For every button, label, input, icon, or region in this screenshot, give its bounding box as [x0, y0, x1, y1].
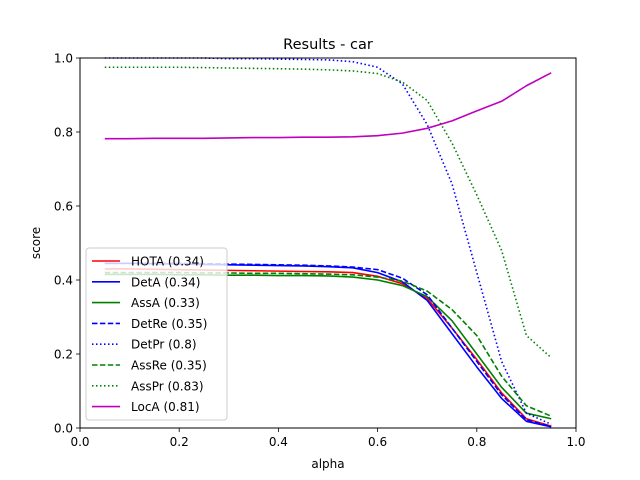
series-line-6	[104, 66, 552, 359]
legend-label-4: DetPr (0.8)	[131, 338, 197, 352]
y-axis-label: score	[29, 227, 43, 259]
y-tick-label: 0.6	[54, 200, 73, 214]
legend-label-1: DetA (0.34)	[131, 275, 200, 289]
x-tick-label: 0.8	[467, 435, 486, 449]
chart-title: Results - car	[283, 37, 373, 53]
legend-label-7: LocA (0.81)	[131, 400, 200, 414]
y-tick-label: 0.4	[54, 274, 73, 288]
y-tick-label: 0.8	[54, 126, 73, 140]
y-tick-label: 0.0	[54, 422, 73, 436]
x-tick-label: 1.0	[566, 435, 585, 449]
ticks-layer: 0.0 0.2 0.4 0.6 0.8 1.0 0.0 0.2 0.4 0.6 0.8 1.0	[54, 52, 586, 450]
y-tick-label: 0.2	[54, 348, 73, 362]
legend-items: HOTA (0.34) DetA (0.34) AssA (0.33) DetRe (…	[92, 255, 207, 414]
legend-label-0: HOTA (0.34)	[131, 255, 204, 269]
legend-label-2: AssA (0.33)	[131, 296, 200, 310]
x-tick-label: 0.6	[368, 435, 387, 449]
legend-label-6: AssPr (0.83)	[131, 379, 204, 393]
legend: HOTA (0.34) DetA (0.34) AssA (0.33) DetRe (…	[85, 247, 228, 421]
x-axis-label: alpha	[311, 457, 344, 471]
legend-label-5: AssRe (0.35)	[131, 359, 207, 373]
x-tick-label: 0.2	[170, 435, 189, 449]
legend-box	[85, 247, 228, 421]
series-line-7	[104, 72, 552, 140]
y-tick-label: 1.0	[54, 52, 73, 66]
x-tick-label: 0.0	[70, 435, 89, 449]
legend-label-3: DetRe (0.35)	[131, 317, 207, 331]
plot-frame	[79, 57, 577, 429]
x-tick-label: 0.4	[269, 435, 288, 449]
